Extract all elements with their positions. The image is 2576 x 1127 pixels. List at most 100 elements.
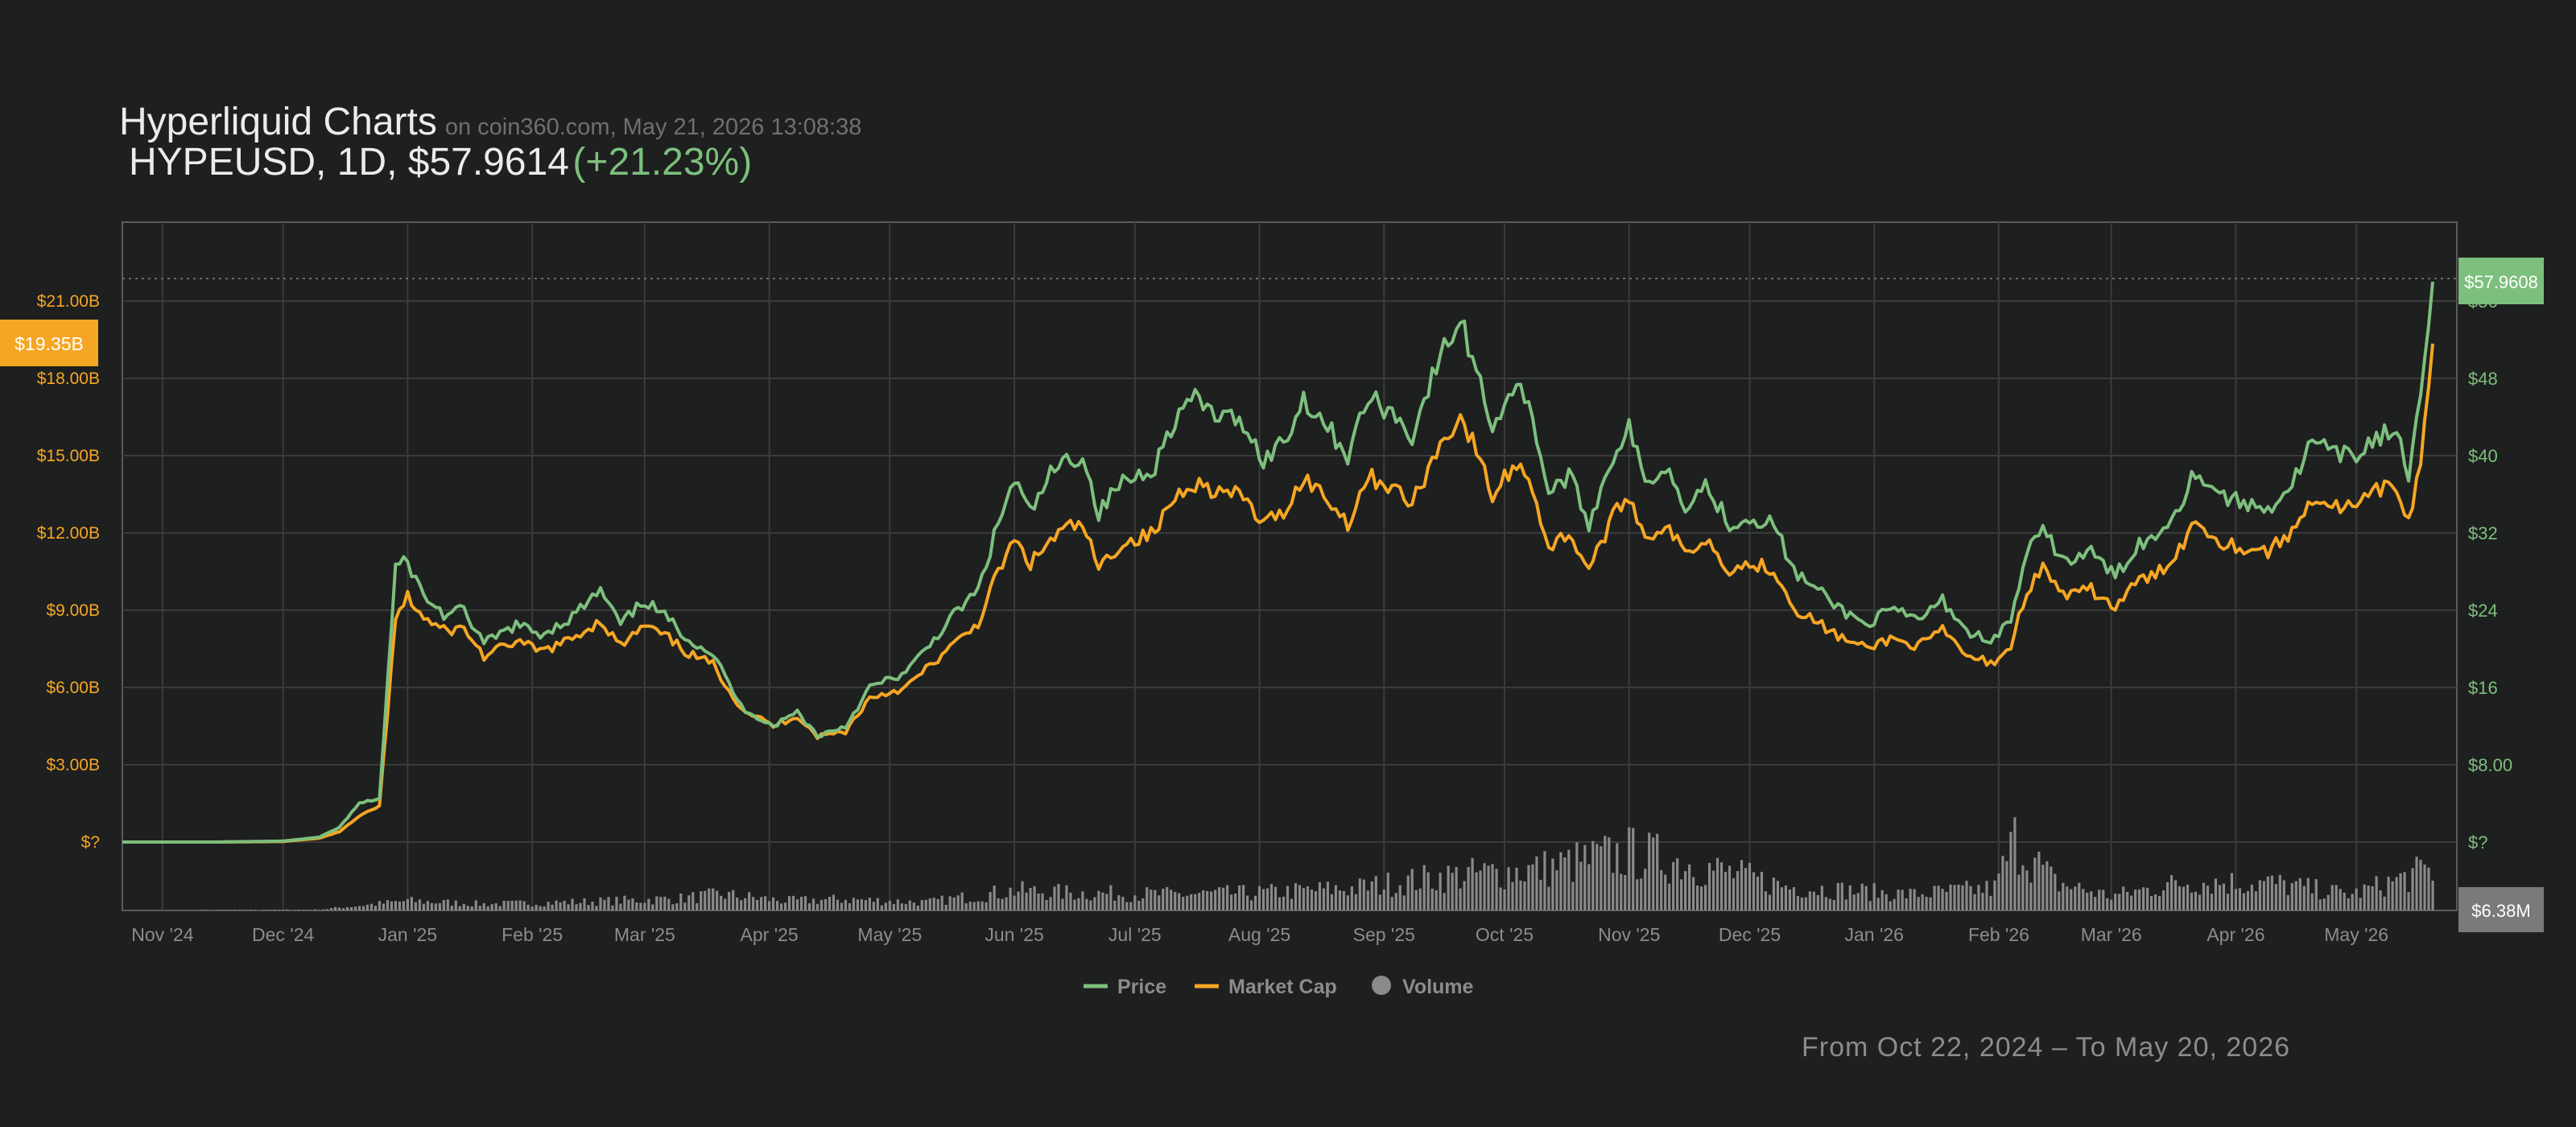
volume-bar (1410, 869, 1414, 910)
volume-bar (1543, 851, 1546, 910)
volume-bar (844, 899, 848, 910)
volume-bar (1422, 865, 1426, 910)
price-badge-label: $57.9608 (2464, 272, 2538, 292)
price-change: (+21.23%) (572, 141, 753, 184)
volume-bar (1985, 881, 1988, 910)
volume-bar (1382, 889, 1385, 910)
volume-bar (1053, 886, 1056, 910)
volume-bar (1596, 844, 1599, 910)
volume-bar (1073, 899, 1076, 910)
volume-bar (543, 906, 546, 910)
volume-bar (1941, 889, 1944, 910)
volume-bar (848, 902, 852, 910)
volume-bar (1728, 865, 1732, 910)
volume-bars (201, 817, 2434, 910)
volume-bar (1146, 887, 1149, 910)
volume-bar (1210, 891, 1213, 910)
left-tick-label: $18.00B (37, 369, 100, 388)
volume-bar (1322, 888, 1325, 910)
x-tick-label: Apr '25 (741, 924, 799, 945)
volume-bar (2174, 880, 2178, 910)
legend-item-market-cap[interactable]: Market Cap (1195, 976, 1337, 998)
volume-bar (748, 892, 751, 910)
legend-item-price[interactable]: Price (1084, 976, 1166, 998)
right-tick-label: $24 (2468, 601, 2498, 621)
volume-bar (1567, 849, 1571, 910)
volume-bar (329, 908, 333, 910)
volume-bar (1394, 893, 1397, 910)
volume-bar (1081, 891, 1084, 910)
volume-bar (716, 890, 719, 910)
volume-bar (1628, 827, 1631, 910)
volume-bar (2086, 892, 2089, 910)
volume-bar (2178, 886, 2182, 910)
volume-bar (1519, 880, 1522, 910)
volume-bar (337, 907, 341, 910)
volume-bar (783, 902, 787, 910)
series-lines[interactable] (122, 281, 2434, 844)
volume-bar (1893, 898, 1896, 910)
volume-bar (1061, 898, 1064, 910)
volume-bar (2234, 889, 2238, 910)
legend-item-volume[interactable]: Volume (1372, 976, 1474, 998)
volume-bar (2037, 852, 2041, 910)
volume-bar (2226, 894, 2230, 910)
volume-bar (989, 892, 992, 910)
volume-bar (860, 899, 863, 910)
volume-bar (948, 896, 952, 910)
volume-bar (2046, 861, 2049, 910)
volume-bar (615, 897, 618, 910)
volume-bar (2198, 894, 2202, 910)
volume-bar (1418, 888, 1422, 910)
volume-bar (1604, 836, 1607, 910)
volume-bar (2001, 856, 2004, 910)
volume-bar (1901, 890, 1904, 910)
volume-bar (583, 898, 586, 910)
volume-bar (724, 898, 727, 910)
market-cap-badge-label: $19.35B (14, 333, 84, 354)
volume-bar (1350, 886, 1353, 910)
plot-frame (122, 221, 2458, 911)
volume-bar (422, 903, 425, 910)
volume-bar (904, 903, 907, 910)
volume-bar (2142, 887, 2145, 910)
volume-bar (1531, 864, 1534, 910)
left-tick-label: $9.00B (46, 601, 100, 620)
volume-bar (1852, 894, 1856, 910)
volume-bar (799, 896, 803, 910)
volume-bar (510, 900, 514, 910)
volume-bar (1406, 875, 1410, 910)
volume-bar (498, 906, 502, 910)
volume-bar (551, 904, 554, 910)
volume-bar (530, 906, 534, 910)
volume-bar (1443, 893, 1446, 910)
volume-bar (406, 898, 409, 910)
volume-bar (2230, 873, 2234, 910)
volume-bar (1330, 894, 1333, 910)
volume-bar (985, 902, 988, 910)
volume-bar (2222, 883, 2226, 910)
volume-bar (2262, 881, 2265, 910)
volume-bar (1719, 862, 1724, 910)
volume-bar (1933, 886, 1936, 910)
volume-bar (2194, 891, 2198, 910)
volume-bar (1752, 872, 1756, 910)
volume-bar (1563, 857, 1567, 910)
market-cap-badge: $19.35B (0, 320, 98, 366)
volume-bar (1699, 886, 1703, 910)
volume-bar (1089, 900, 1092, 910)
volume-bar (2367, 886, 2370, 910)
volume-bar (639, 902, 642, 910)
legend[interactable]: Price Market Cap Volume (1084, 976, 1474, 998)
market-cap-line[interactable] (122, 343, 2434, 844)
volume-bar (956, 895, 960, 910)
volume-bar (2090, 891, 2093, 910)
price-line[interactable] (122, 281, 2434, 844)
volume-bar (1041, 893, 1044, 910)
volume-bar (1668, 883, 1671, 910)
volume-bar (458, 906, 461, 910)
volume-bar (2355, 888, 2358, 910)
volume-bar (2427, 867, 2430, 910)
volume-bar (1965, 881, 1968, 910)
